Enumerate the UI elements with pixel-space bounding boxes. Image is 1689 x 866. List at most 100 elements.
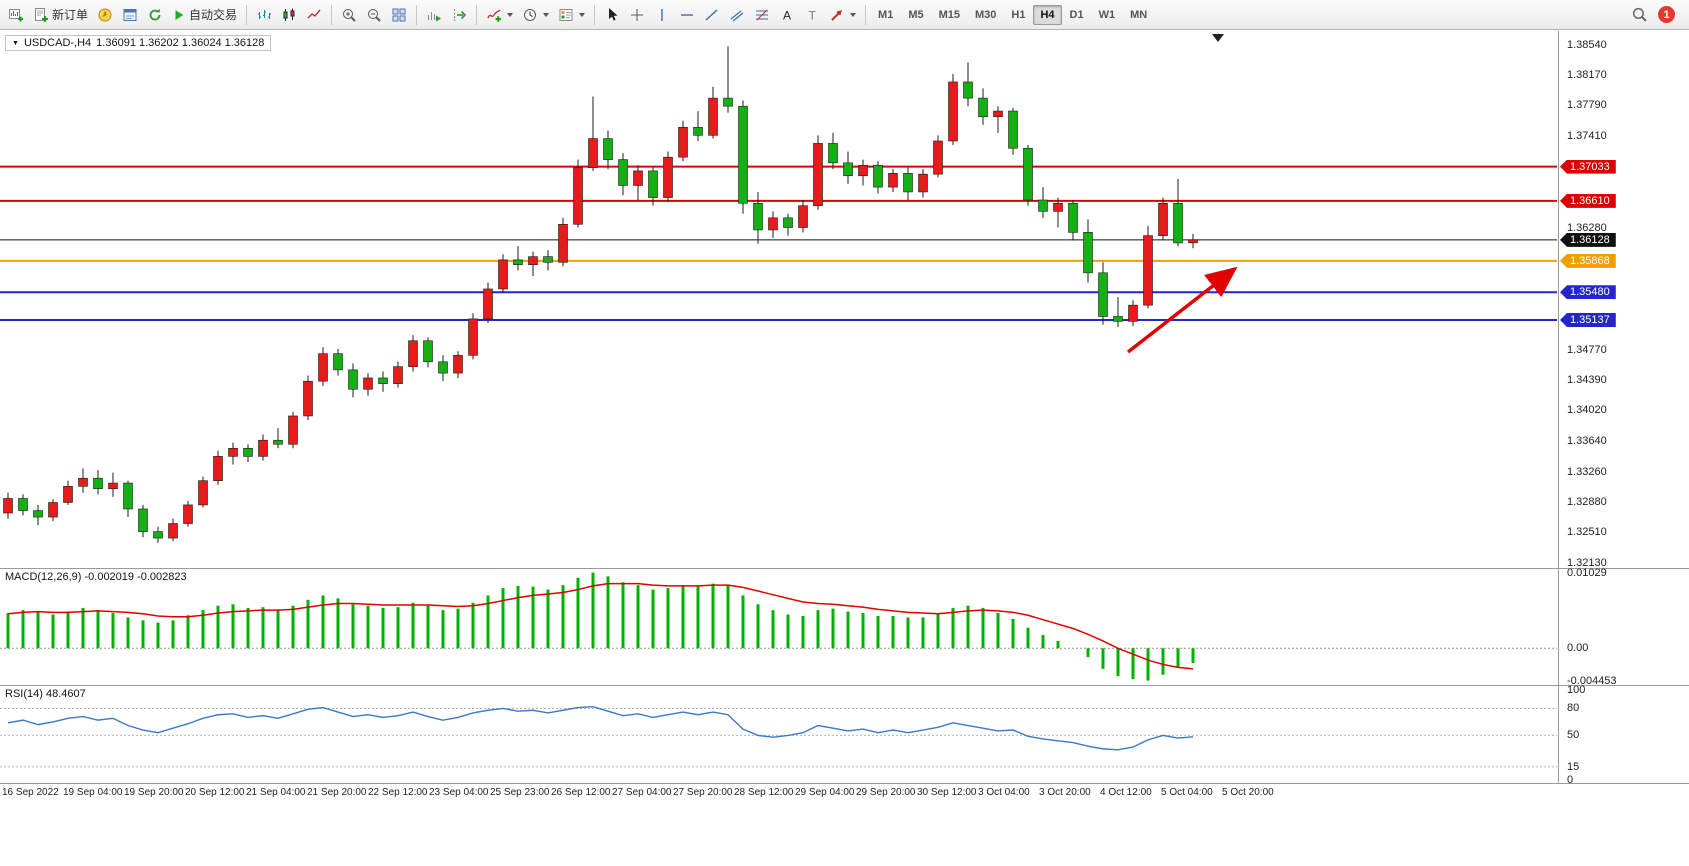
timeframe-h4[interactable]: H4: [1033, 4, 1062, 25]
ohlc-text: 1.36091 1.36202 1.36024 1.36128: [96, 37, 265, 49]
candlestick-chart-button[interactable]: [277, 3, 301, 27]
navigator-refresh-button[interactable]: [143, 3, 167, 27]
price-tick: 1.38540: [1567, 38, 1607, 51]
price-badge-support-2: 1.35137: [1560, 312, 1616, 327]
candle-body: [1188, 239, 1198, 244]
candle-body: [1113, 316, 1123, 322]
label-tool-button[interactable]: T: [800, 3, 824, 27]
auto-scroll-button[interactable]: [422, 3, 446, 27]
candle-body: [423, 340, 433, 363]
cursor-tool-button[interactable]: [600, 3, 624, 27]
macd-scale-tick: -0.004453: [1567, 674, 1617, 687]
symbols-compass-button[interactable]: [93, 3, 117, 27]
candle-body: [1143, 235, 1153, 306]
zoom-in-button[interactable]: [337, 3, 361, 27]
label-icon: T: [809, 8, 817, 22]
tile-windows-button[interactable]: [387, 3, 411, 27]
candle-body: [663, 156, 673, 198]
annotation-arrow[interactable]: [1126, 266, 1238, 354]
candle-body: [573, 167, 583, 225]
new-order-label: 新订单: [52, 8, 89, 22]
arrow-tool-button[interactable]: [825, 3, 860, 27]
dropdown-caret-icon: [850, 12, 857, 17]
refresh-icon: [149, 8, 161, 20]
chart-end-marker-icon[interactable]: [1212, 34, 1224, 42]
bar-chart-button[interactable]: [252, 3, 276, 27]
trendline-tool-button[interactable]: [700, 3, 724, 27]
macd-values: -0.002019 -0.002823: [84, 571, 187, 583]
rsi-panel[interactable]: RSI(14) 48.4607: [0, 686, 1557, 783]
horizontal-line-tool-button[interactable]: [675, 3, 699, 27]
text-tool-button[interactable]: A: [775, 3, 799, 27]
channel-tool-button[interactable]: [725, 3, 749, 27]
panel-separator[interactable]: [0, 685, 1689, 686]
price-tick: 1.32510: [1567, 526, 1607, 539]
price-badge-support-1: 1.35480: [1560, 285, 1616, 300]
candle-body: [3, 498, 13, 514]
candle-body: [753, 202, 763, 231]
candle-body: [603, 138, 613, 160]
toolbar-right: 1: [1631, 6, 1685, 23]
timeframe-h1[interactable]: H1: [1004, 5, 1032, 25]
notification-badge[interactable]: 1: [1658, 6, 1675, 23]
line-chart-button[interactable]: [302, 3, 326, 27]
time-label: 25 Sep 23:00: [490, 787, 550, 798]
rsi-scale-tick: 100: [1567, 684, 1586, 697]
timeframe-m5[interactable]: M5: [901, 5, 930, 25]
new-chart-button[interactable]: [4, 3, 28, 27]
timeframe-m1[interactable]: M1: [871, 5, 900, 25]
candle-body: [588, 138, 598, 168]
zoom-out-button[interactable]: [362, 3, 386, 27]
time-axis[interactable]: 16 Sep 2022 19 Sep 04:00 19 Sep 20:00 20 Se…: [0, 784, 1689, 802]
channel-icon: [730, 10, 744, 21]
panel-separator[interactable]: [0, 568, 1689, 569]
time-label: 27 Sep 04:00: [612, 787, 672, 798]
timeframe-m30[interactable]: M30: [968, 5, 1003, 25]
candle-body: [108, 482, 118, 490]
candle-body: [348, 369, 358, 390]
price-scale[interactable]: 1.38540 1.38170 1.37790 1.37410 1.36280 1.347…: [1559, 0, 1689, 804]
candle-body: [618, 159, 628, 186]
vertical-line-tool-button[interactable]: [650, 3, 674, 27]
candle-body: [993, 110, 1003, 118]
templates-button[interactable]: [554, 3, 589, 27]
candle-body: [1023, 147, 1033, 201]
candle-body: [288, 415, 298, 445]
auto-scroll-icon: [428, 11, 442, 21]
chart-shift-button[interactable]: [447, 3, 471, 27]
timeframe-mn[interactable]: MN: [1123, 5, 1154, 25]
autotrading-button[interactable]: 自动交易: [168, 3, 241, 27]
price-chart-pane[interactable]: ▼ USDCAD-,H4 1.36091 1.36202 1.36024 1.3…: [0, 31, 1557, 568]
rsi-name: RSI(14): [5, 688, 43, 700]
crosshair-tool-button[interactable]: [625, 3, 649, 27]
price-tick: 1.33260: [1567, 465, 1607, 478]
compass-icon: [98, 8, 112, 21]
candle-body: [183, 504, 193, 524]
timeframe-d1[interactable]: D1: [1063, 5, 1091, 25]
price-badge-resistance-1: 1.37033: [1560, 159, 1616, 174]
collapse-triangle-icon[interactable]: ▼: [12, 39, 19, 47]
candle-body: [468, 318, 478, 356]
market-watch-button[interactable]: [118, 3, 142, 27]
candle-body: [798, 205, 808, 228]
candle-body: [918, 173, 928, 193]
cursor-icon: [609, 7, 618, 21]
macd-panel[interactable]: MACD(12,26,9) -0.002019 -0.002823: [0, 569, 1557, 685]
time-label: 26 Sep 12:00: [551, 787, 611, 798]
timeframe-group: M1 M5 M15 M30 H1 H4 D1 W1 MN: [871, 4, 1154, 25]
price-tick: 1.34020: [1567, 404, 1607, 417]
candle-body: [1158, 202, 1168, 236]
autotrading-label: 自动交易: [189, 8, 238, 22]
timeframe-w1[interactable]: W1: [1092, 5, 1123, 25]
timeframe-m15[interactable]: M15: [932, 5, 967, 25]
main-toolbar: 新订单 自动交易: [0, 0, 1689, 30]
search-icon[interactable]: [1631, 6, 1648, 23]
candle-body: [783, 217, 793, 228]
candle-body: [1008, 110, 1018, 149]
candle-body: [1068, 202, 1078, 233]
indicators-button[interactable]: [482, 3, 517, 27]
time-label: 3 Oct 04:00: [978, 787, 1030, 798]
new-order-button[interactable]: 新订单: [29, 3, 92, 27]
periods-button[interactable]: [518, 3, 553, 27]
fibonacci-tool-button[interactable]: [750, 3, 774, 27]
